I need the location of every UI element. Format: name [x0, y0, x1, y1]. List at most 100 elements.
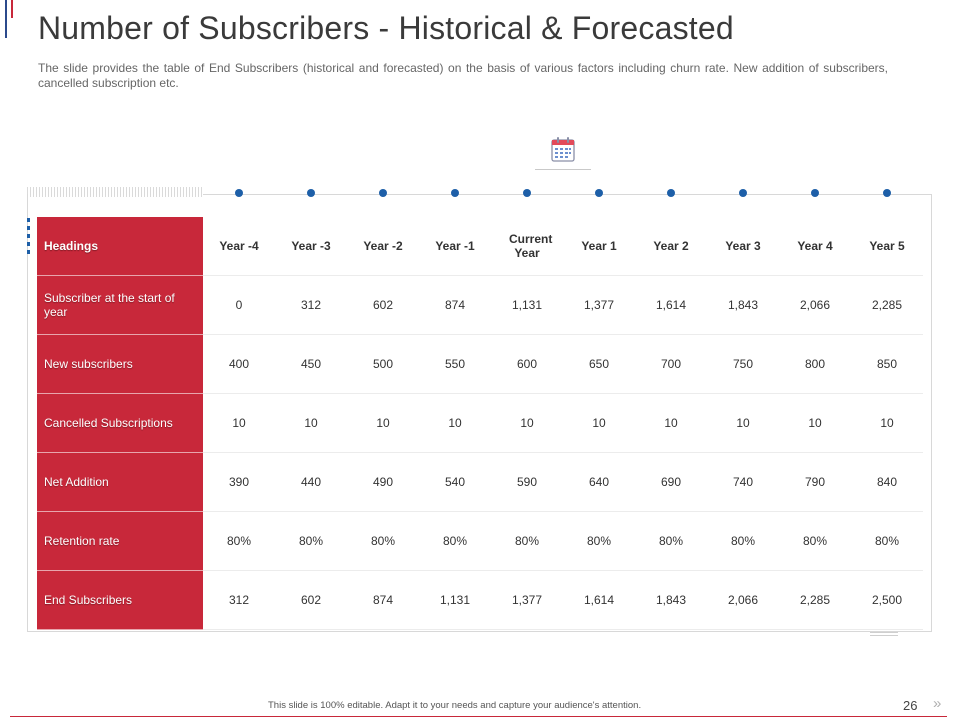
table-cell: 740 — [707, 452, 779, 512]
column-marker-dot — [667, 189, 675, 197]
column-header: Year -4 — [203, 217, 275, 276]
table-cell: 874 — [419, 275, 491, 335]
table-cell: 80% — [779, 511, 851, 571]
calendar-icon-holder — [535, 133, 591, 170]
table-cell: 1,131 — [491, 275, 563, 335]
table-cell: 1,614 — [563, 570, 635, 630]
table-cell: 80% — [563, 511, 635, 571]
table-row: Subscriber at the start of year 0 312 602 87… — [37, 275, 923, 335]
table-cell: 690 — [635, 452, 707, 512]
table-frame — [27, 194, 932, 632]
table-row: End Subscribers 312 602 874 1,131 1,377 1,614 1… — [37, 570, 923, 630]
table-cell: 10 — [851, 393, 923, 453]
table-cell: 450 — [275, 334, 347, 394]
table-cell: 440 — [275, 452, 347, 512]
table-cell: 10 — [347, 393, 419, 453]
table-cell: 750 — [707, 334, 779, 394]
table-cell: 10 — [419, 393, 491, 453]
page-number: 26 — [903, 698, 918, 713]
table-cell: 500 — [347, 334, 419, 394]
table-cell: 540 — [419, 452, 491, 512]
table-cell: 700 — [635, 334, 707, 394]
table-cell: 390 — [203, 452, 275, 512]
column-header: Year 5 — [851, 217, 923, 276]
table-cell: 80% — [203, 511, 275, 571]
column-header: Year 2 — [635, 217, 707, 276]
accent-bar-red — [11, 0, 13, 18]
row-label: Subscriber at the start of year — [37, 275, 203, 335]
table-cell: 590 — [491, 452, 563, 512]
table-cell: 10 — [275, 393, 347, 453]
column-marker-dot — [379, 189, 387, 197]
column-marker-dot — [811, 189, 819, 197]
column-header: Year -3 — [275, 217, 347, 276]
table-cell: 600 — [491, 334, 563, 394]
table-cell: 550 — [419, 334, 491, 394]
column-marker-dot — [307, 189, 315, 197]
table-cell: 2,285 — [851, 275, 923, 335]
slide-subtitle: The slide provides the table of End Subs… — [38, 61, 888, 90]
footer-line — [10, 716, 947, 717]
table-cell: 602 — [347, 275, 419, 335]
table-cell: 80% — [491, 511, 563, 571]
table-cell: 2,066 — [707, 570, 779, 630]
table-cell: 10 — [635, 393, 707, 453]
table-cell: 2,500 — [851, 570, 923, 630]
row-label: Retention rate — [37, 511, 203, 571]
table-row: Retention rate 80% 80% 80% 80% 80% 80% 80% 80% 80… — [37, 511, 923, 571]
slide-title: Number of Subscribers - Historical & For… — [38, 10, 734, 46]
table-cell: 2,285 — [779, 570, 851, 630]
table-cell: 1,377 — [563, 275, 635, 335]
table-cell: 10 — [491, 393, 563, 453]
footer-note: This slide is 100% editable. Adapt it to… — [268, 700, 642, 711]
column-header: Headings — [37, 217, 203, 276]
table-cell: 1,843 — [635, 570, 707, 630]
table-header-row: Headings Year -4 Year -3 Year -2 Year -1… — [37, 217, 923, 276]
calendar-icon — [551, 137, 575, 162]
table-cell: 602 — [275, 570, 347, 630]
table-cell: 80% — [347, 511, 419, 571]
decorative-side-dots — [27, 218, 31, 260]
table-cell: 800 — [779, 334, 851, 394]
table-cell: 10 — [779, 393, 851, 453]
table-cell: 10 — [707, 393, 779, 453]
table-cell: 80% — [275, 511, 347, 571]
table-row: New subscribers 400 450 500 550 600 650 700 750 8… — [37, 334, 923, 394]
column-header: Year 4 — [779, 217, 851, 276]
table-cell: 840 — [851, 452, 923, 512]
column-header: Current Year — [491, 217, 563, 276]
row-label: Net Addition — [37, 452, 203, 512]
decorative-hatch-top — [27, 187, 203, 197]
table-cell: 1,131 — [419, 570, 491, 630]
row-label: Cancelled Subscriptions — [37, 393, 203, 453]
table-cell: 0 — [203, 275, 275, 335]
table-cell: 312 — [203, 570, 275, 630]
table-cell: 1,377 — [491, 570, 563, 630]
table-cell: 640 — [563, 452, 635, 512]
accent-bar-blue — [5, 0, 7, 38]
table-cell: 312 — [275, 275, 347, 335]
table-cell: 490 — [347, 452, 419, 512]
column-marker-dot — [595, 189, 603, 197]
column-header: Year -1 — [419, 217, 491, 276]
table-cell: 1,843 — [707, 275, 779, 335]
table-cell: 650 — [563, 334, 635, 394]
table-cell: 400 — [203, 334, 275, 394]
table-cell: 10 — [563, 393, 635, 453]
table-cell: 874 — [347, 570, 419, 630]
table-cell: 850 — [851, 334, 923, 394]
column-marker-dot — [739, 189, 747, 197]
column-marker-dot — [235, 189, 243, 197]
table-cell: 1,614 — [635, 275, 707, 335]
table-cell: 80% — [419, 511, 491, 571]
column-marker-dot — [451, 189, 459, 197]
decorative-hatch-bottom — [870, 627, 898, 636]
column-marker-dot — [523, 189, 531, 197]
frame-top-line — [203, 194, 932, 195]
next-slide-icon[interactable]: » — [933, 695, 942, 712]
table-cell: 80% — [635, 511, 707, 571]
table-row: Net Addition 390 440 490 540 590 640 690 740 790 8… — [37, 452, 923, 512]
subscribers-table: Headings Year -4 Year -3 Year -2 Year -1… — [37, 217, 923, 630]
table-cell: 80% — [707, 511, 779, 571]
column-header: Year 3 — [707, 217, 779, 276]
